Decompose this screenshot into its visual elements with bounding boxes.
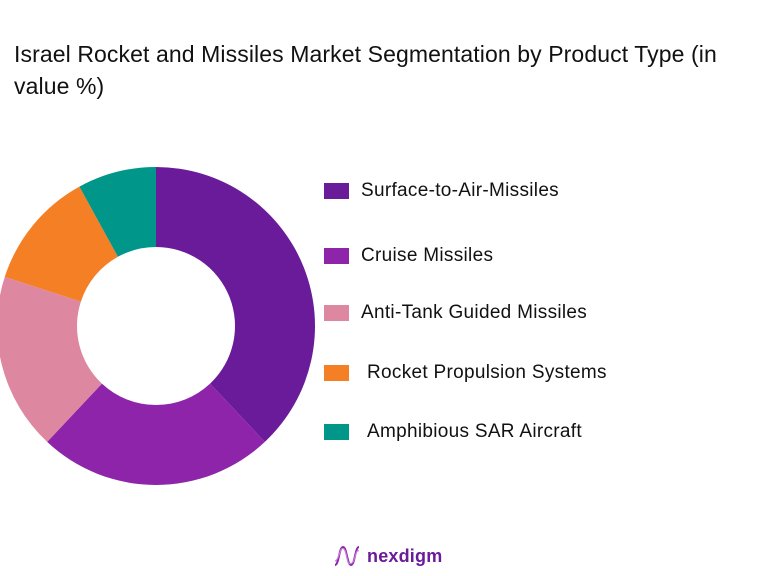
legend-item-rocket-propulsion-systems: Rocket Propulsion Systems (324, 362, 607, 384)
donut-slice-cruise-missiles (47, 383, 265, 485)
legend-swatch (324, 248, 349, 264)
legend-label: Anti-Tank Guided Missiles (361, 302, 588, 323)
legend-item-cruise-missiles: Cruise Missiles (324, 245, 493, 267)
nexdigm-logo: nexdigm (333, 543, 442, 569)
legend-label: Amphibious SAR Aircraft (367, 421, 582, 442)
nexdigm-wave-icon (334, 545, 360, 567)
legend-label: Rocket Propulsion Systems (367, 362, 607, 383)
legend-swatch (324, 365, 349, 381)
legend-swatch (324, 183, 349, 199)
legend-item-surface-to-air-missiles: Surface-to-Air-Missiles (324, 180, 559, 202)
legend-item-amphibious-sar-aircraft: Amphibious SAR Aircraft (324, 421, 582, 443)
legend-item-anti-tank-guided-missiles: Anti-Tank Guided Missiles (324, 302, 587, 324)
legend-swatch (324, 305, 349, 321)
chart-title: Israel Rocket and Missiles Market Segmen… (14, 41, 717, 99)
legend-label: Surface-to-Air-Missiles (361, 180, 559, 201)
donut-slice-rocket-propulsion-systems (4, 186, 118, 302)
legend-label: Cruise Missiles (361, 245, 494, 266)
legend-swatch (324, 424, 349, 440)
logo-text: nexdigm (367, 545, 443, 566)
donut-slice-anti-tank-guided-missiles (0, 276, 102, 442)
donut-slice-amphibious-sar-aircraft (79, 167, 156, 257)
donut-chart (0, 167, 315, 485)
donut-slice-surface-to-air-missiles (156, 167, 315, 442)
